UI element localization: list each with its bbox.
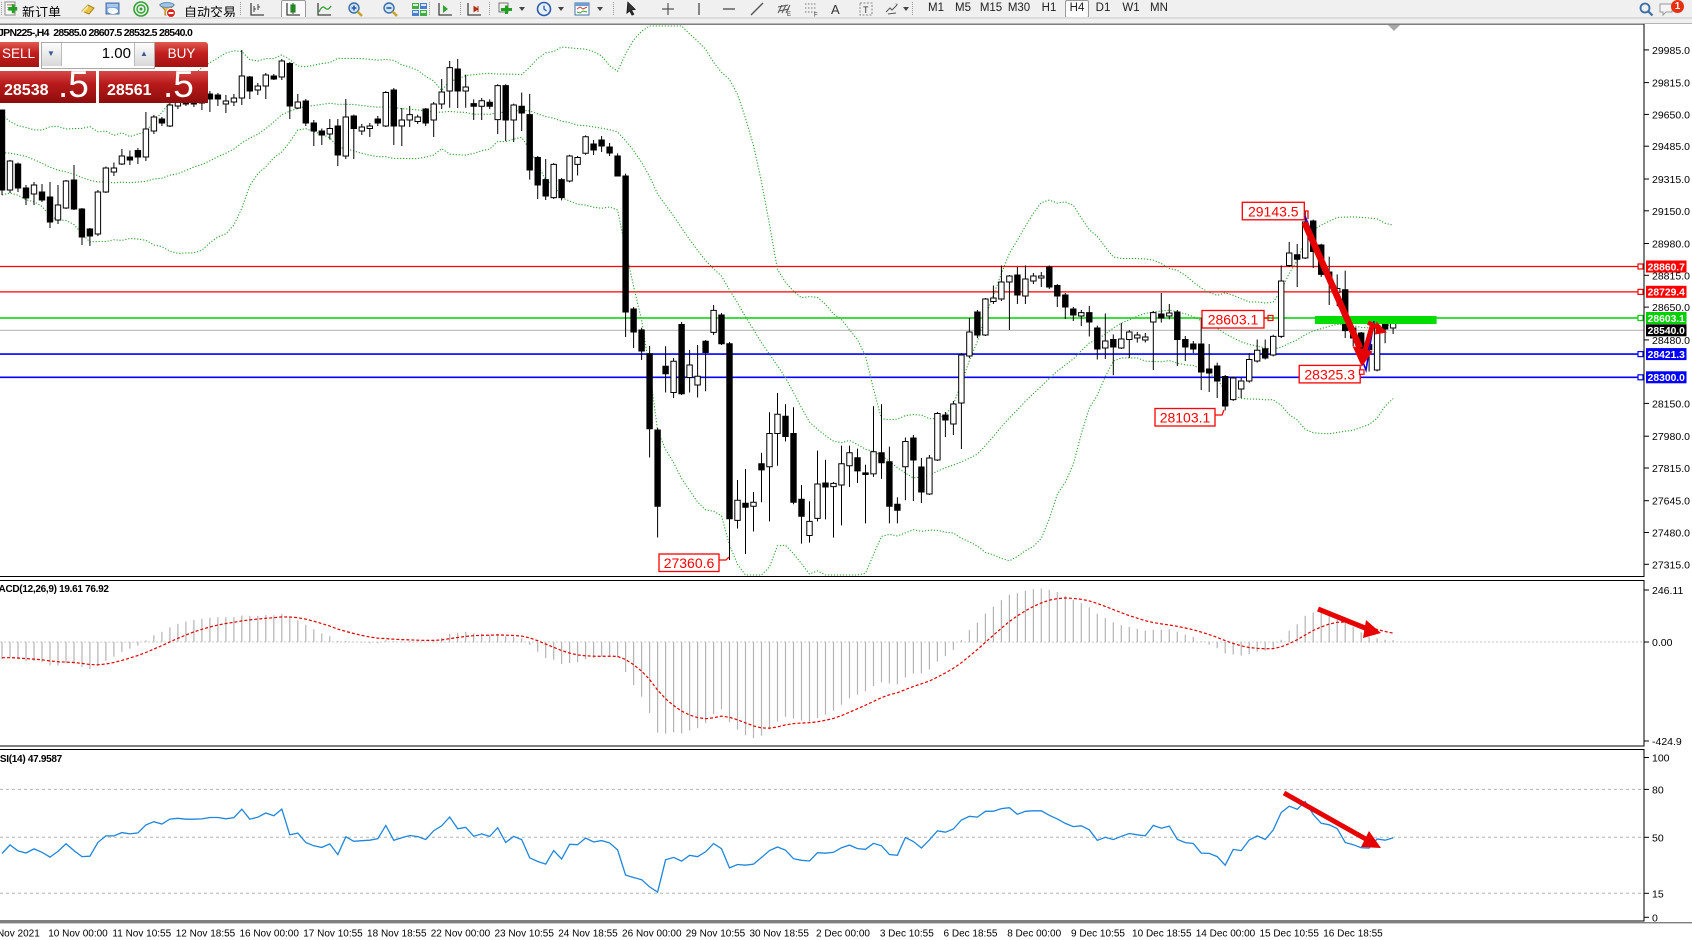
- svg-text:15: 15: [1652, 888, 1664, 900]
- svg-text:28480.0: 28480.0: [1652, 335, 1690, 347]
- svg-text:28300.0: 28300.0: [1648, 373, 1685, 384]
- svg-text:28421.3: 28421.3: [1648, 350, 1685, 361]
- svg-text:11 Nov 10:55: 11 Nov 10:55: [112, 929, 171, 940]
- svg-text:27480.0: 27480.0: [1652, 528, 1690, 540]
- svg-text:15 Dec 10:55: 15 Dec 10:55: [1259, 929, 1319, 940]
- svg-text:16 Nov 00:00: 16 Nov 00:00: [239, 929, 299, 940]
- svg-text:27815.0: 27815.0: [1652, 463, 1690, 475]
- svg-text:10 Dec 18:55: 10 Dec 18:55: [1132, 929, 1192, 940]
- svg-text:T: T: [863, 5, 869, 15]
- svg-text:24 Nov 18:55: 24 Nov 18:55: [558, 929, 618, 940]
- svg-text:28815.0: 28815.0: [1652, 270, 1690, 282]
- svg-text:16 Dec 18:55: 16 Dec 18:55: [1323, 929, 1383, 940]
- svg-text:-424.9: -424.9: [1652, 736, 1682, 748]
- svg-text:12 Nov 18:55: 12 Nov 18:55: [176, 929, 236, 940]
- svg-text:RSI(14) 47.9587: RSI(14) 47.9587: [0, 754, 63, 765]
- svg-text:29 Nov 10:55: 29 Nov 10:55: [686, 929, 746, 940]
- svg-text:9 Dec 10:55: 9 Dec 10:55: [1071, 929, 1125, 940]
- svg-text:29315.0: 29315.0: [1652, 174, 1690, 186]
- svg-text:29815.0: 29815.0: [1652, 78, 1690, 90]
- svg-text:9 Nov 2021: 9 Nov 2021: [0, 929, 40, 940]
- svg-text:23 Nov 10:55: 23 Nov 10:55: [494, 929, 554, 940]
- svg-text:0.00: 0.00: [1652, 637, 1673, 649]
- svg-text:18 Nov 18:55: 18 Nov 18:55: [367, 929, 427, 940]
- svg-text:6 Dec 18:55: 6 Dec 18:55: [944, 929, 998, 940]
- svg-text:27360.6: 27360.6: [664, 555, 715, 571]
- svg-text:29143.5: 29143.5: [1248, 204, 1299, 220]
- svg-text:100: 100: [1652, 753, 1670, 765]
- svg-text:29985.0: 29985.0: [1652, 45, 1690, 57]
- svg-text:E: E: [787, 12, 791, 18]
- svg-text:28980.0: 28980.0: [1652, 239, 1690, 251]
- svg-text:80: 80: [1652, 784, 1664, 796]
- svg-text:27645.0: 27645.0: [1652, 496, 1690, 508]
- svg-text:22 Nov 00:00: 22 Nov 00:00: [431, 929, 491, 940]
- svg-text:28103.1: 28103.1: [1160, 410, 1211, 426]
- svg-text:28729.4: 28729.4: [1648, 288, 1685, 299]
- svg-text:0: 0: [1652, 912, 1658, 924]
- svg-text:29650.0: 29650.0: [1652, 109, 1690, 121]
- svg-text:246.11: 246.11: [1652, 585, 1683, 597]
- svg-text:28603.1: 28603.1: [1648, 314, 1685, 325]
- svg-text:28650.0: 28650.0: [1652, 302, 1690, 314]
- svg-text:26 Nov 00:00: 26 Nov 00:00: [622, 929, 682, 940]
- svg-text:29150.0: 29150.0: [1652, 206, 1690, 218]
- svg-text:10 Nov 00:00: 10 Nov 00:00: [48, 929, 108, 940]
- svg-text:17 Nov 10:55: 17 Nov 10:55: [303, 929, 363, 940]
- svg-text:27315.0: 27315.0: [1652, 559, 1690, 571]
- svg-text:28540.0: 28540.0: [1648, 326, 1685, 337]
- svg-text:28860.7: 28860.7: [1648, 262, 1685, 273]
- svg-text:27980.0: 27980.0: [1652, 431, 1690, 443]
- svg-text:30 Nov 18:55: 30 Nov 18:55: [749, 929, 809, 940]
- svg-text:MACD(12,26,9) 19.61 76.92: MACD(12,26,9) 19.61 76.92: [0, 584, 109, 595]
- svg-text:8 Dec 00:00: 8 Dec 00:00: [1007, 929, 1061, 940]
- svg-text:14 Dec 00:00: 14 Dec 00:00: [1196, 929, 1256, 940]
- svg-text:3 Dec 10:55: 3 Dec 10:55: [880, 929, 934, 940]
- svg-text:JPN225-,H4 28585.0 28607.5 28: JPN225-,H4 28585.0 28607.5 28532.5 28540…: [0, 27, 193, 39]
- svg-text:28603.1: 28603.1: [1208, 312, 1259, 328]
- svg-text:2 Dec 00:00: 2 Dec 00:00: [816, 929, 870, 940]
- svg-text:28325.3: 28325.3: [1304, 367, 1355, 383]
- svg-text:F: F: [814, 13, 818, 19]
- svg-text:50: 50: [1652, 832, 1664, 844]
- svg-text:28150.0: 28150.0: [1652, 398, 1690, 410]
- svg-text:29485.0: 29485.0: [1652, 141, 1690, 153]
